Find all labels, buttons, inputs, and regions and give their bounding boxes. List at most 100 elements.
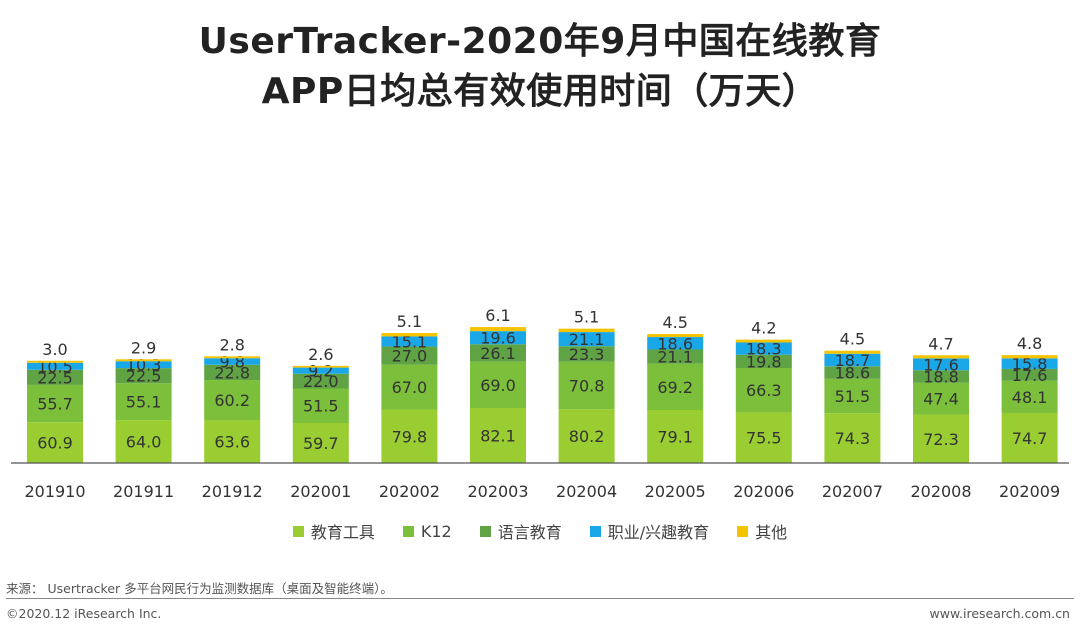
bar-segment [913,355,969,359]
x-tick-label: 201912 [202,482,263,501]
website-url: www.iresearch.com.cn [929,606,1071,621]
bar-segment [558,361,615,410]
bar-segment [1001,380,1058,413]
bar-segment [824,378,881,414]
data-label: 18.6 [657,334,693,353]
bar-segment [381,409,438,463]
data-label: 17.6 [923,355,959,374]
bar-segment [824,353,881,367]
data-label: 10.5 [37,357,73,376]
bar-segment [115,361,172,369]
data-label: 66.3 [746,381,782,400]
data-label: 27.0 [392,347,428,366]
bar-segment [647,349,704,364]
footer-divider [6,598,1074,599]
data-label: 55.1 [126,393,162,412]
bar-segment [647,337,704,350]
bar-segment [292,367,349,374]
data-label: 82.1 [480,426,516,445]
bar-segment [381,346,438,365]
bar-segment [204,356,261,359]
data-label: 47.4 [923,390,959,409]
data-label: 4.8 [1017,334,1042,353]
x-tick-label: 202005 [645,482,706,501]
data-label: 79.1 [657,428,693,447]
bar-segment [1001,368,1058,381]
bar-segment [115,383,172,421]
bar-segment [1001,358,1058,369]
bar-segment [292,365,349,368]
data-label: 10.3 [126,356,162,375]
copyright: ©2020.12 iResearch Inc. [6,606,162,621]
legend-swatch [292,525,304,537]
data-label: 4.2 [751,319,776,338]
data-label: 4.7 [928,334,953,353]
legend-item: 职业/兴趣教育 [589,519,710,543]
bar-segment [204,380,261,421]
legend-label: 语言教育 [497,523,562,542]
data-label: 74.3 [835,429,871,448]
data-label: 22.5 [37,368,73,387]
data-label: 21.1 [569,330,605,349]
x-tick-label: 201910 [24,482,85,501]
x-tick-label: 202001 [290,482,351,501]
data-label: 2.8 [219,335,244,354]
bar-segment [381,333,438,337]
legend-label: 职业/兴趣教育 [607,523,710,542]
legend-item: K12 [402,519,452,543]
bar-segment [470,327,526,332]
bar-segment [735,412,792,463]
bar-segment [735,367,792,413]
data-label: 51.5 [303,397,339,416]
data-label: 67.0 [392,378,428,397]
data-label: 22.8 [214,363,250,382]
legend-swatch [589,525,601,537]
data-label: 70.8 [569,377,605,396]
bar-segment [558,332,615,347]
data-label: 2.9 [131,338,156,357]
x-tick-label: 202003 [467,482,528,501]
data-label: 15.8 [1012,355,1048,374]
data-label: 48.1 [1012,388,1048,407]
legend-item: 语言教育 [479,519,562,543]
bar-segment [824,366,881,379]
data-label: 5.1 [397,312,422,331]
bar-segment [824,350,881,354]
data-label: 18.6 [835,363,871,382]
data-label: 79.8 [392,427,428,446]
chart-legend: 教育工具 K12 语言教育 职业/兴趣教育 其他 [0,519,1080,543]
data-label: 63.6 [214,433,250,452]
data-label: 22.0 [303,372,339,391]
legend-swatch [737,525,749,537]
bar-segment [735,354,792,368]
data-label: 21.1 [657,348,693,367]
bar-segment [204,420,261,463]
bar-segment [292,423,349,463]
bar-segment [913,382,969,415]
bar-segment [204,364,261,381]
bar-segment [735,339,792,343]
bar-segment [115,420,172,463]
bar-segment [27,369,83,385]
bar-segment [204,358,261,365]
data-label: 51.5 [835,387,871,406]
data-label: 26.1 [480,344,516,363]
legend-item: 其他 [737,519,787,543]
bar-segment [1001,355,1058,359]
bar-segment [115,359,172,362]
x-tick-label: 202006 [733,482,794,501]
bar-segment [735,342,792,355]
bar-segment [647,334,704,338]
x-tick-label: 201911 [113,482,174,501]
bar-segment [470,331,526,345]
legend-label: K12 [420,521,452,541]
bar-segment [647,363,704,411]
bar-segment [27,360,83,363]
bar-segment [470,361,526,408]
data-label: 18.3 [746,340,782,359]
bar-segment [558,346,615,362]
data-label: 69.0 [480,376,516,395]
data-label: 15.1 [392,332,428,351]
bar-segment [27,422,83,463]
data-label: 19.6 [480,329,516,348]
